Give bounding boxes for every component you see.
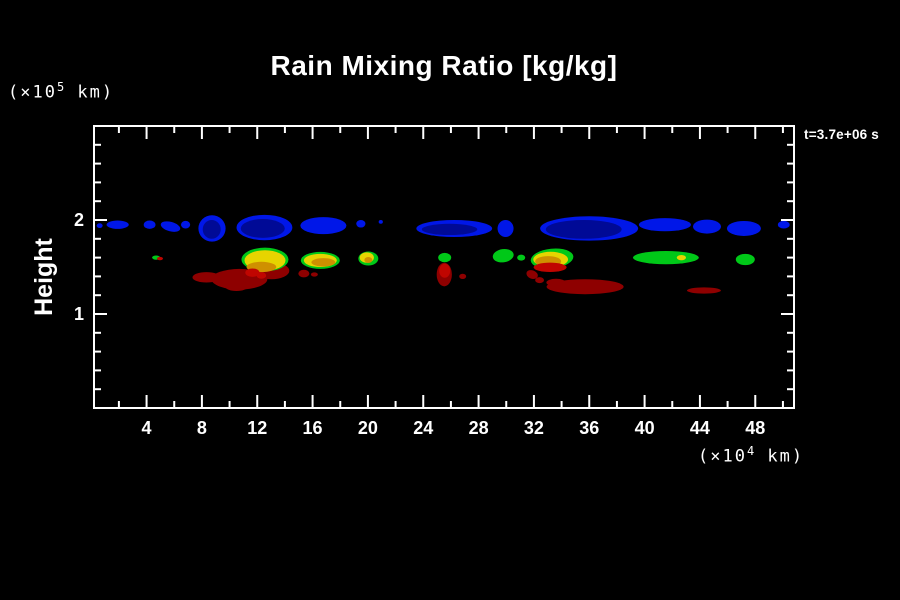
contour-blob (300, 217, 347, 235)
contour-blob (96, 223, 103, 229)
y-unit-prefix: (×10 (8, 82, 57, 103)
x-tick-label: 12 (247, 418, 267, 438)
x-tick-label: 48 (745, 418, 765, 438)
x-tick-label: 8 (197, 418, 207, 438)
contour-blob (692, 219, 721, 234)
contour-blob (777, 220, 790, 229)
contour-blob (202, 220, 221, 239)
contour-blob (298, 269, 310, 278)
y-tick-label: 2 (74, 210, 84, 230)
contour-blob (421, 223, 478, 235)
y-tick-label: 1 (74, 304, 84, 324)
time-annotation: t=3.7e+06 s (804, 127, 880, 142)
x-tick-label: 40 (635, 418, 655, 438)
contour-blob (545, 220, 622, 239)
contour-blob (106, 220, 129, 229)
contour-blob (517, 254, 526, 261)
contour-blob (533, 262, 567, 272)
plot-frame (93, 125, 795, 409)
x-tick-label: 36 (579, 418, 599, 438)
x-tick-label: 20 (358, 418, 378, 438)
x-axis-unit-label: (×104 km) (698, 444, 804, 467)
contour-blob (240, 219, 285, 238)
contour-blob (497, 219, 514, 237)
contour-blob (439, 263, 451, 278)
x-tick-label: 24 (413, 418, 433, 438)
contour-blob (676, 255, 686, 261)
x-tick-label: 32 (524, 418, 544, 438)
contour-blob (256, 272, 267, 279)
contour-blob (492, 249, 514, 263)
contour-blob (638, 218, 691, 232)
contour-blob (224, 280, 249, 291)
contour-blob (686, 287, 721, 294)
contour-blob (378, 219, 383, 224)
x-tick-label: 16 (303, 418, 323, 438)
contour-blob (160, 221, 181, 232)
x-tick-label: 44 (690, 418, 710, 438)
contour-blob (245, 268, 260, 277)
x-unit-prefix: (×10 (698, 446, 747, 467)
x-tick-label: 28 (469, 418, 489, 438)
contour-blob (526, 270, 538, 279)
contour-blobs (96, 214, 790, 295)
contour-blob (143, 220, 156, 229)
y-axis-unit-label: (×105 km) (8, 80, 114, 103)
contour-blob (310, 272, 318, 277)
x-unit-exponent: 4 (746, 444, 756, 458)
x-tick-label: 4 (142, 418, 152, 438)
y-unit-suffix: km) (65, 82, 115, 103)
contour-blob (356, 219, 366, 228)
chart-title: Rain Mixing Ratio [kg/kg] (270, 50, 618, 81)
contour-blob (735, 253, 755, 266)
contour-blob (180, 220, 191, 229)
contour-blob (438, 252, 452, 263)
contour-blob (311, 258, 336, 267)
contour-blob (156, 256, 163, 261)
contour-blob (459, 273, 467, 279)
contour-blob (632, 251, 699, 265)
contour-blob (546, 279, 624, 295)
contour-blob (364, 256, 373, 263)
y-unit-exponent: 5 (56, 80, 66, 94)
axes (94, 126, 794, 408)
contour-blob (726, 220, 761, 236)
contour-blob (535, 277, 544, 284)
x-unit-suffix: km) (755, 446, 805, 467)
